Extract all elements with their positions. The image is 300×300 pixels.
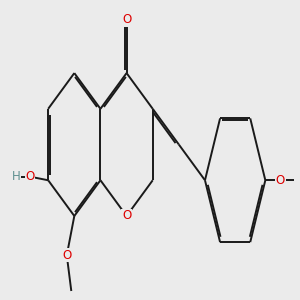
Text: O: O	[122, 209, 131, 223]
Text: O: O	[122, 13, 131, 26]
Text: O: O	[26, 170, 35, 183]
Text: H: H	[12, 170, 21, 183]
Text: O: O	[276, 174, 285, 187]
Text: O: O	[62, 249, 71, 262]
